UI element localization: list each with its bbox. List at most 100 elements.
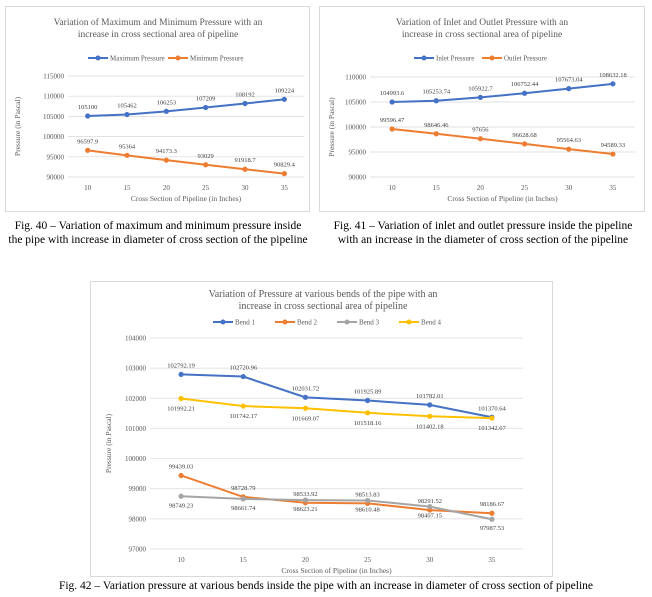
chart-3-container: Variation of Pressure at various bends o… — [90, 281, 553, 577]
data-label: 106253 — [157, 99, 177, 106]
data-label: 95564.63 — [557, 137, 581, 144]
data-label: 95364 — [119, 143, 136, 150]
data-label: 101669.07 — [292, 415, 320, 422]
legend-label: Inlet Pressure — [436, 55, 474, 63]
data-point — [427, 402, 433, 408]
data-point — [124, 152, 130, 158]
x-tick-label: 35 — [281, 184, 289, 192]
legend-label: Outlet Pressure — [504, 55, 547, 63]
y-tick-label: 115000 — [43, 73, 64, 81]
x-tick-label: 15 — [433, 184, 441, 192]
x-axis-label: Cross Section of Pipeline (in Inches) — [447, 194, 558, 203]
x-axis-label: Cross Section of Pipeline (in Inches) — [281, 566, 392, 575]
legend-label: Bend 2 — [297, 319, 318, 327]
y-tick-label: 102000 — [125, 395, 147, 403]
y-tick-label: 110000 — [345, 74, 366, 82]
x-tick-label: 30 — [565, 184, 573, 192]
data-point — [302, 394, 309, 400]
data-point — [489, 415, 495, 421]
data-label: 109224 — [275, 87, 295, 94]
data-point — [163, 157, 169, 163]
data-point — [178, 472, 184, 479]
data-label: 99596.47 — [380, 117, 405, 124]
chart-title: Variation of Maximum and Minimum Pressur… — [54, 17, 263, 28]
data-label: 98407.15 — [418, 513, 442, 520]
data-point — [389, 126, 395, 132]
data-point — [163, 108, 169, 114]
x-axis-label: Cross Section of Pipeline (in Inches) — [131, 194, 242, 203]
x-tick-label: 25 — [521, 184, 529, 192]
data-label: 98610.48 — [355, 506, 379, 513]
series-line — [87, 98, 285, 117]
chart-title: Variation of Pressure at various bends o… — [209, 289, 438, 300]
y-tick-label: 90000 — [47, 174, 65, 182]
data-label: 102031.72 — [292, 385, 320, 392]
y-tick-label: 100000 — [345, 124, 367, 132]
data-point — [489, 510, 495, 516]
legend-marker — [282, 319, 288, 325]
x-tick-label: 20 — [163, 184, 171, 192]
chart-3-svg: Variation of Pressure at various bends o… — [104, 289, 523, 575]
chart-2-svg: Variation of Inlet and Outlet Pressure w… — [327, 17, 635, 203]
data-label: 104993.6 — [380, 90, 405, 97]
data-label: 98291.52 — [418, 498, 442, 505]
y-tick-label: 97000 — [129, 546, 147, 554]
data-label: 101782.01 — [416, 393, 444, 400]
x-tick-label: 15 — [240, 556, 248, 564]
data-point — [178, 493, 184, 499]
legend-marker — [421, 55, 427, 61]
data-point — [203, 162, 209, 168]
x-tick-label: 10 — [389, 184, 397, 192]
data-label: 90829.4 — [274, 162, 296, 169]
data-point — [477, 94, 484, 100]
data-label: 93029 — [198, 153, 214, 160]
series-line — [87, 149, 285, 175]
data-label: 98623.21 — [293, 506, 317, 513]
data-label: 101402.18 — [416, 423, 444, 430]
chart-2-caption: Fig. 41 – Variation of inlet and outlet … — [333, 220, 633, 246]
data-point — [124, 111, 130, 118]
data-label: 97987.53 — [480, 525, 504, 532]
chart-1-caption: Fig. 40 – Variation of maximum and minim… — [8, 220, 308, 246]
y-axis-label: Pressure (in Pascal) — [327, 97, 336, 157]
y-tick-label: 103000 — [125, 365, 147, 373]
y-tick-label: 101000 — [125, 425, 147, 433]
legend-marker — [489, 55, 495, 61]
x-tick-label: 15 — [124, 184, 132, 192]
data-label: 101370.64 — [478, 405, 506, 412]
data-point — [240, 496, 246, 502]
data-label: 102720.96 — [229, 365, 257, 372]
data-label: 94589.33 — [601, 142, 625, 149]
legend-label: Bend 4 — [421, 319, 442, 327]
chart-1-container: Variation of Maximum and Minimum Pressur… — [5, 6, 310, 212]
x-tick-label: 20 — [302, 556, 310, 564]
y-tick-label: 95000 — [349, 149, 367, 157]
data-label: 98646.46 — [424, 122, 449, 129]
legend-label: Minimum Pressure — [190, 55, 243, 63]
data-label: 98533.92 — [293, 491, 317, 498]
data-point — [364, 497, 371, 504]
legend-label: Maximum Pressure — [110, 55, 165, 63]
data-point — [521, 90, 528, 96]
data-label: 96628.68 — [512, 132, 536, 139]
series-line — [392, 82, 614, 104]
legend-marker — [175, 55, 181, 61]
x-tick-label: 25 — [364, 556, 372, 564]
data-point — [610, 81, 616, 87]
data-point — [85, 113, 91, 119]
data-label: 98513.83 — [355, 491, 379, 498]
data-label: 105462 — [117, 103, 137, 110]
data-point — [433, 98, 439, 104]
x-tick-label: 35 — [609, 184, 617, 192]
x-tick-label: 35 — [488, 556, 496, 564]
data-label: 107673.04 — [555, 77, 583, 84]
x-tick-label: 25 — [202, 184, 210, 192]
data-point — [302, 405, 309, 411]
series-line — [181, 495, 493, 521]
series-line — [180, 474, 492, 515]
x-tick-label: 30 — [242, 184, 250, 192]
data-label: 105253.74 — [422, 89, 450, 96]
data-label: 101992.21 — [167, 406, 195, 413]
chart-2-container: Variation of Inlet and Outlet Pressure w… — [319, 6, 645, 212]
data-label: 101742.17 — [229, 413, 257, 420]
